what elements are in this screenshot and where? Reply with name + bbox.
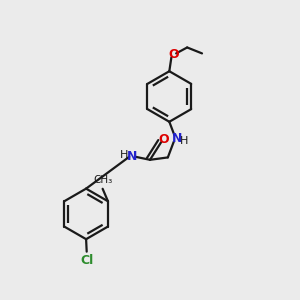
Text: H: H bbox=[120, 150, 128, 160]
Text: Cl: Cl bbox=[80, 254, 93, 267]
Text: H: H bbox=[180, 136, 188, 146]
Text: O: O bbox=[158, 133, 169, 146]
Text: CH₃: CH₃ bbox=[93, 175, 112, 185]
Text: N: N bbox=[172, 132, 182, 145]
Text: N: N bbox=[127, 150, 137, 163]
Text: O: O bbox=[169, 48, 179, 62]
